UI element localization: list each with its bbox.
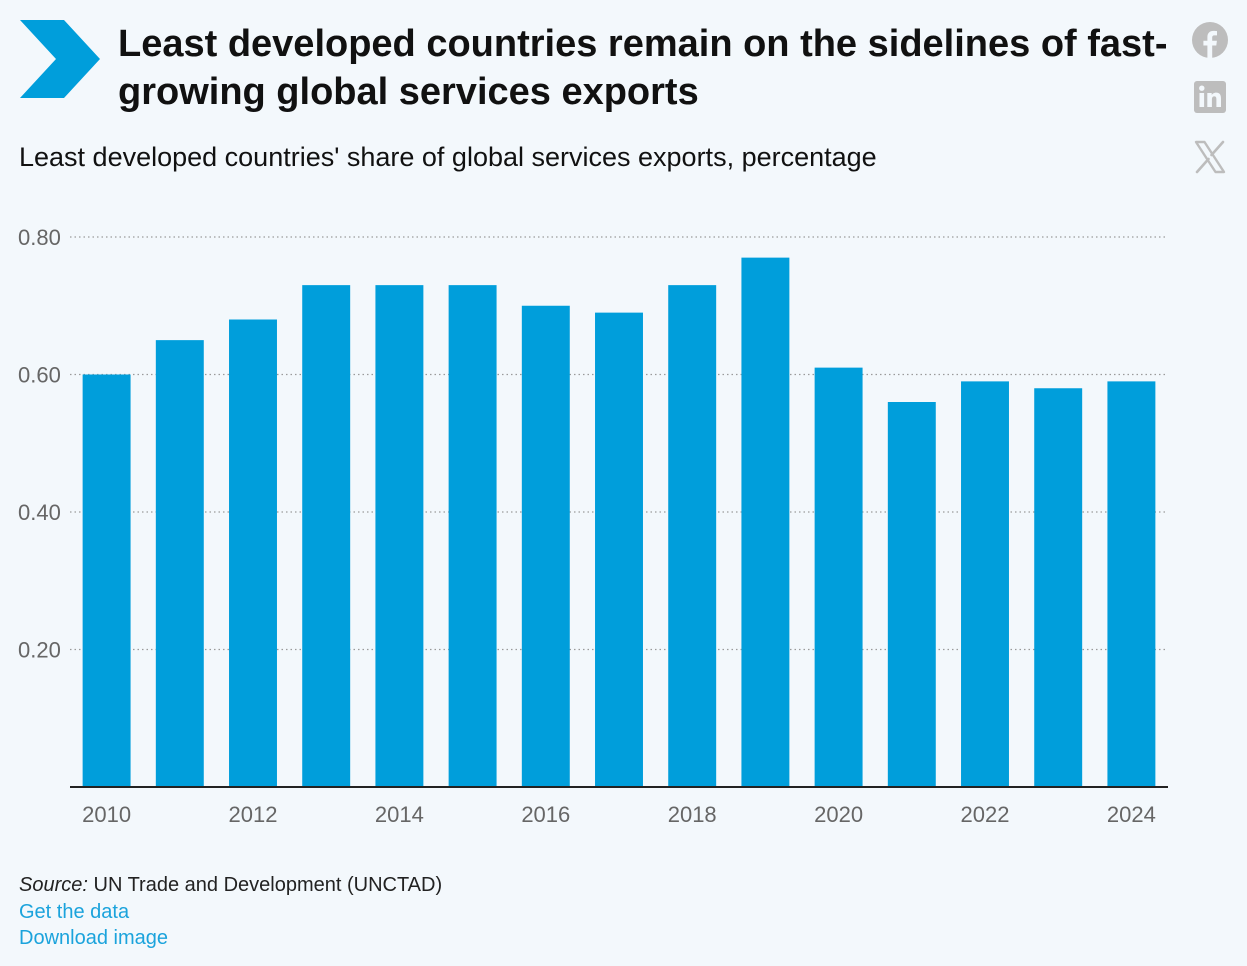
chart-subtitle: Least developed countries' share of glob… <box>19 142 877 172</box>
x-tick-label: 2010 <box>82 802 131 827</box>
share-facebook-button[interactable] <box>1190 20 1230 60</box>
get-the-data-link[interactable]: Get the data <box>19 901 130 923</box>
source-note: Source: UN Trade and Development (UNCTAD… <box>19 874 442 897</box>
y-tick-label: 0.60 <box>18 363 61 388</box>
bar-2019 <box>741 257 790 787</box>
bars <box>82 257 1156 787</box>
bar-2022 <box>961 381 1009 787</box>
bar-chart: 0.20 0.40 0.60 0.80 2010 2012 2014 2016 2018 2020… <box>18 225 1168 827</box>
linkedin-icon <box>1194 81 1226 113</box>
share-x-button[interactable] <box>1190 137 1230 177</box>
chart-title: Least developed countries remain on the … <box>118 23 1168 113</box>
x-tick-label: 2020 <box>814 802 863 827</box>
bar-2021 <box>887 402 936 787</box>
x-tick-label: 2012 <box>229 802 278 827</box>
bar-2020 <box>814 367 863 787</box>
source-label: Source: <box>19 874 88 896</box>
bar-2017 <box>595 312 643 787</box>
bar-2012 <box>229 319 277 787</box>
y-tick-label: 0.80 <box>18 225 61 250</box>
x-tick-label: 2016 <box>521 802 570 827</box>
unctad-chevron-logo <box>20 20 100 98</box>
share-linkedin-button[interactable] <box>1190 77 1230 117</box>
facebook-icon <box>1192 22 1228 58</box>
bar-2014 <box>375 285 424 787</box>
download-image-link[interactable]: Download image <box>19 927 168 949</box>
bar-2013 <box>302 285 351 787</box>
x-icon <box>1194 140 1226 174</box>
bar-2011 <box>155 340 204 787</box>
axes: 0.20 0.40 0.60 0.80 2010 2012 2014 2016 2018 2020… <box>18 225 1168 827</box>
bar-2010 <box>82 374 131 787</box>
y-tick-label: 0.20 <box>18 638 61 663</box>
bar-2018 <box>668 285 717 787</box>
x-tick-label: 2024 <box>1107 802 1156 827</box>
x-tick-label: 2018 <box>668 802 717 827</box>
y-tick-label: 0.40 <box>18 500 61 525</box>
x-tick-label: 2022 <box>961 802 1010 827</box>
bar-2015 <box>448 285 497 787</box>
source-text: UN Trade and Development (UNCTAD) <box>87 874 443 896</box>
x-tick-label: 2014 <box>375 802 424 827</box>
bar-2016 <box>521 305 570 787</box>
bar-2023 <box>1034 388 1083 787</box>
bar-2024 <box>1107 381 1156 787</box>
